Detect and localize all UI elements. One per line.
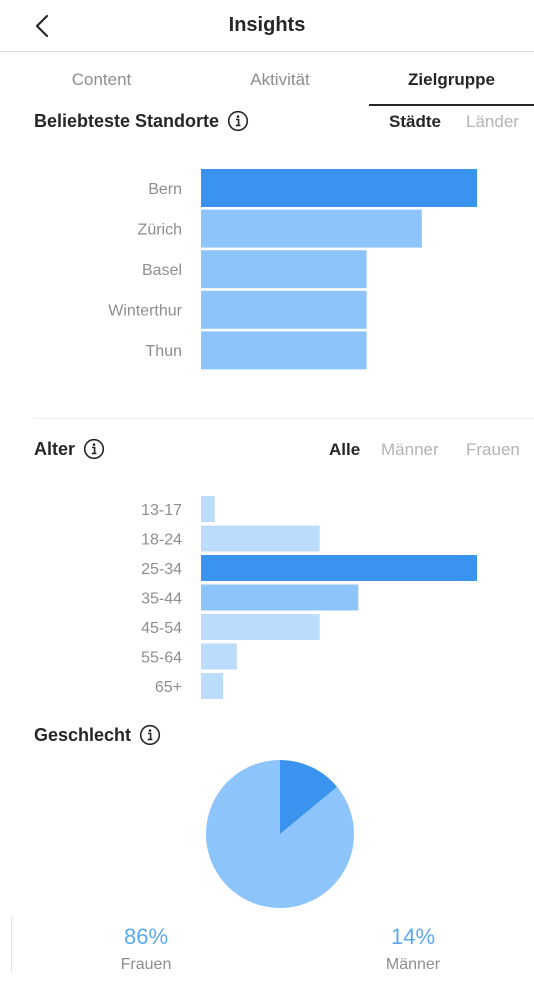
locations-title: Beliebteste Standorte [34, 110, 249, 132]
chart-bar [201, 169, 477, 207]
chart-bar [201, 496, 215, 522]
gender-title: Geschlecht [34, 724, 161, 746]
female-percent: 86% [123, 924, 169, 949]
left-edge-line [11, 917, 12, 974]
chart-category-label: 35-44 [141, 590, 182, 607]
locations-bar-chart: Bern Zürich Basel Winterthur Thun [108, 169, 477, 370]
pie-slice-maenner [280, 760, 338, 834]
chart-category-label: 25-34 [141, 561, 182, 578]
chart-category-label: 65+ [155, 679, 182, 696]
filter-frauen[interactable]: Frauen [466, 440, 520, 459]
chart-bar [201, 209, 422, 248]
chevron-left-icon [35, 14, 49, 38]
chart-bar [201, 290, 367, 329]
page-title: Insights [228, 14, 306, 36]
locations-title-label: Beliebteste Standorte [34, 110, 220, 131]
age-title: Alter [34, 438, 105, 460]
male-label: Männer [385, 956, 441, 973]
chart-bar [201, 331, 367, 370]
chart-category-label: 18-24 [141, 531, 182, 548]
filter-maenner[interactable]: Männer [381, 440, 439, 459]
tab-zielgruppe[interactable]: Zielgruppe [408, 70, 495, 89]
back-button[interactable] [30, 12, 58, 40]
chart-bar [201, 614, 320, 640]
chart-category-label: Bern [148, 181, 182, 198]
age-title-label: Alter [34, 438, 76, 459]
chart-category-label: 55-64 [141, 649, 182, 666]
chart-category-label: 45-54 [141, 620, 182, 637]
info-icon[interactable] [139, 724, 161, 746]
chart-category-label: Winterthur [108, 303, 182, 320]
gender-pie-chart [205, 760, 354, 908]
chart-bar [201, 250, 367, 289]
tab-content[interactable]: Content [71, 70, 132, 89]
filter-alle[interactable]: Alle [329, 440, 361, 459]
chart-category-label: 13-17 [141, 502, 182, 519]
age-bar-chart: 13-17 18-24 25-34 35-44 45-54 55-64 65+ [141, 496, 477, 699]
gender-title-label: Geschlecht [34, 724, 132, 745]
chart-category-label: Thun [146, 343, 182, 360]
chart-category-label: Basel [142, 262, 182, 279]
chart-category-label: Zürich [138, 221, 182, 238]
pie-slice-frauen [205, 760, 354, 908]
chart-bar [201, 673, 224, 699]
chart-bar [201, 525, 320, 552]
section-divider [34, 418, 534, 419]
info-icon[interactable] [227, 110, 249, 132]
chart-bar [201, 584, 359, 611]
header-bar: Insights [0, 0, 534, 52]
male-percent: 14% [390, 924, 436, 949]
chart-bar [201, 643, 237, 670]
tab-aktivitaet[interactable]: Aktivität [250, 70, 310, 89]
female-label: Frauen [120, 956, 172, 973]
filter-staedte[interactable]: Städte [389, 112, 441, 131]
filter-laender[interactable]: Länder [466, 112, 519, 131]
gender-male-stat: 14% Männer [333, 924, 493, 974]
gender-female-stat: 86% Frauen [66, 924, 226, 974]
info-icon[interactable] [83, 438, 105, 460]
tab-bar: Content Aktivität Zielgruppe [0, 53, 534, 106]
chart-bar [201, 555, 477, 581]
active-tab-indicator [369, 104, 534, 106]
